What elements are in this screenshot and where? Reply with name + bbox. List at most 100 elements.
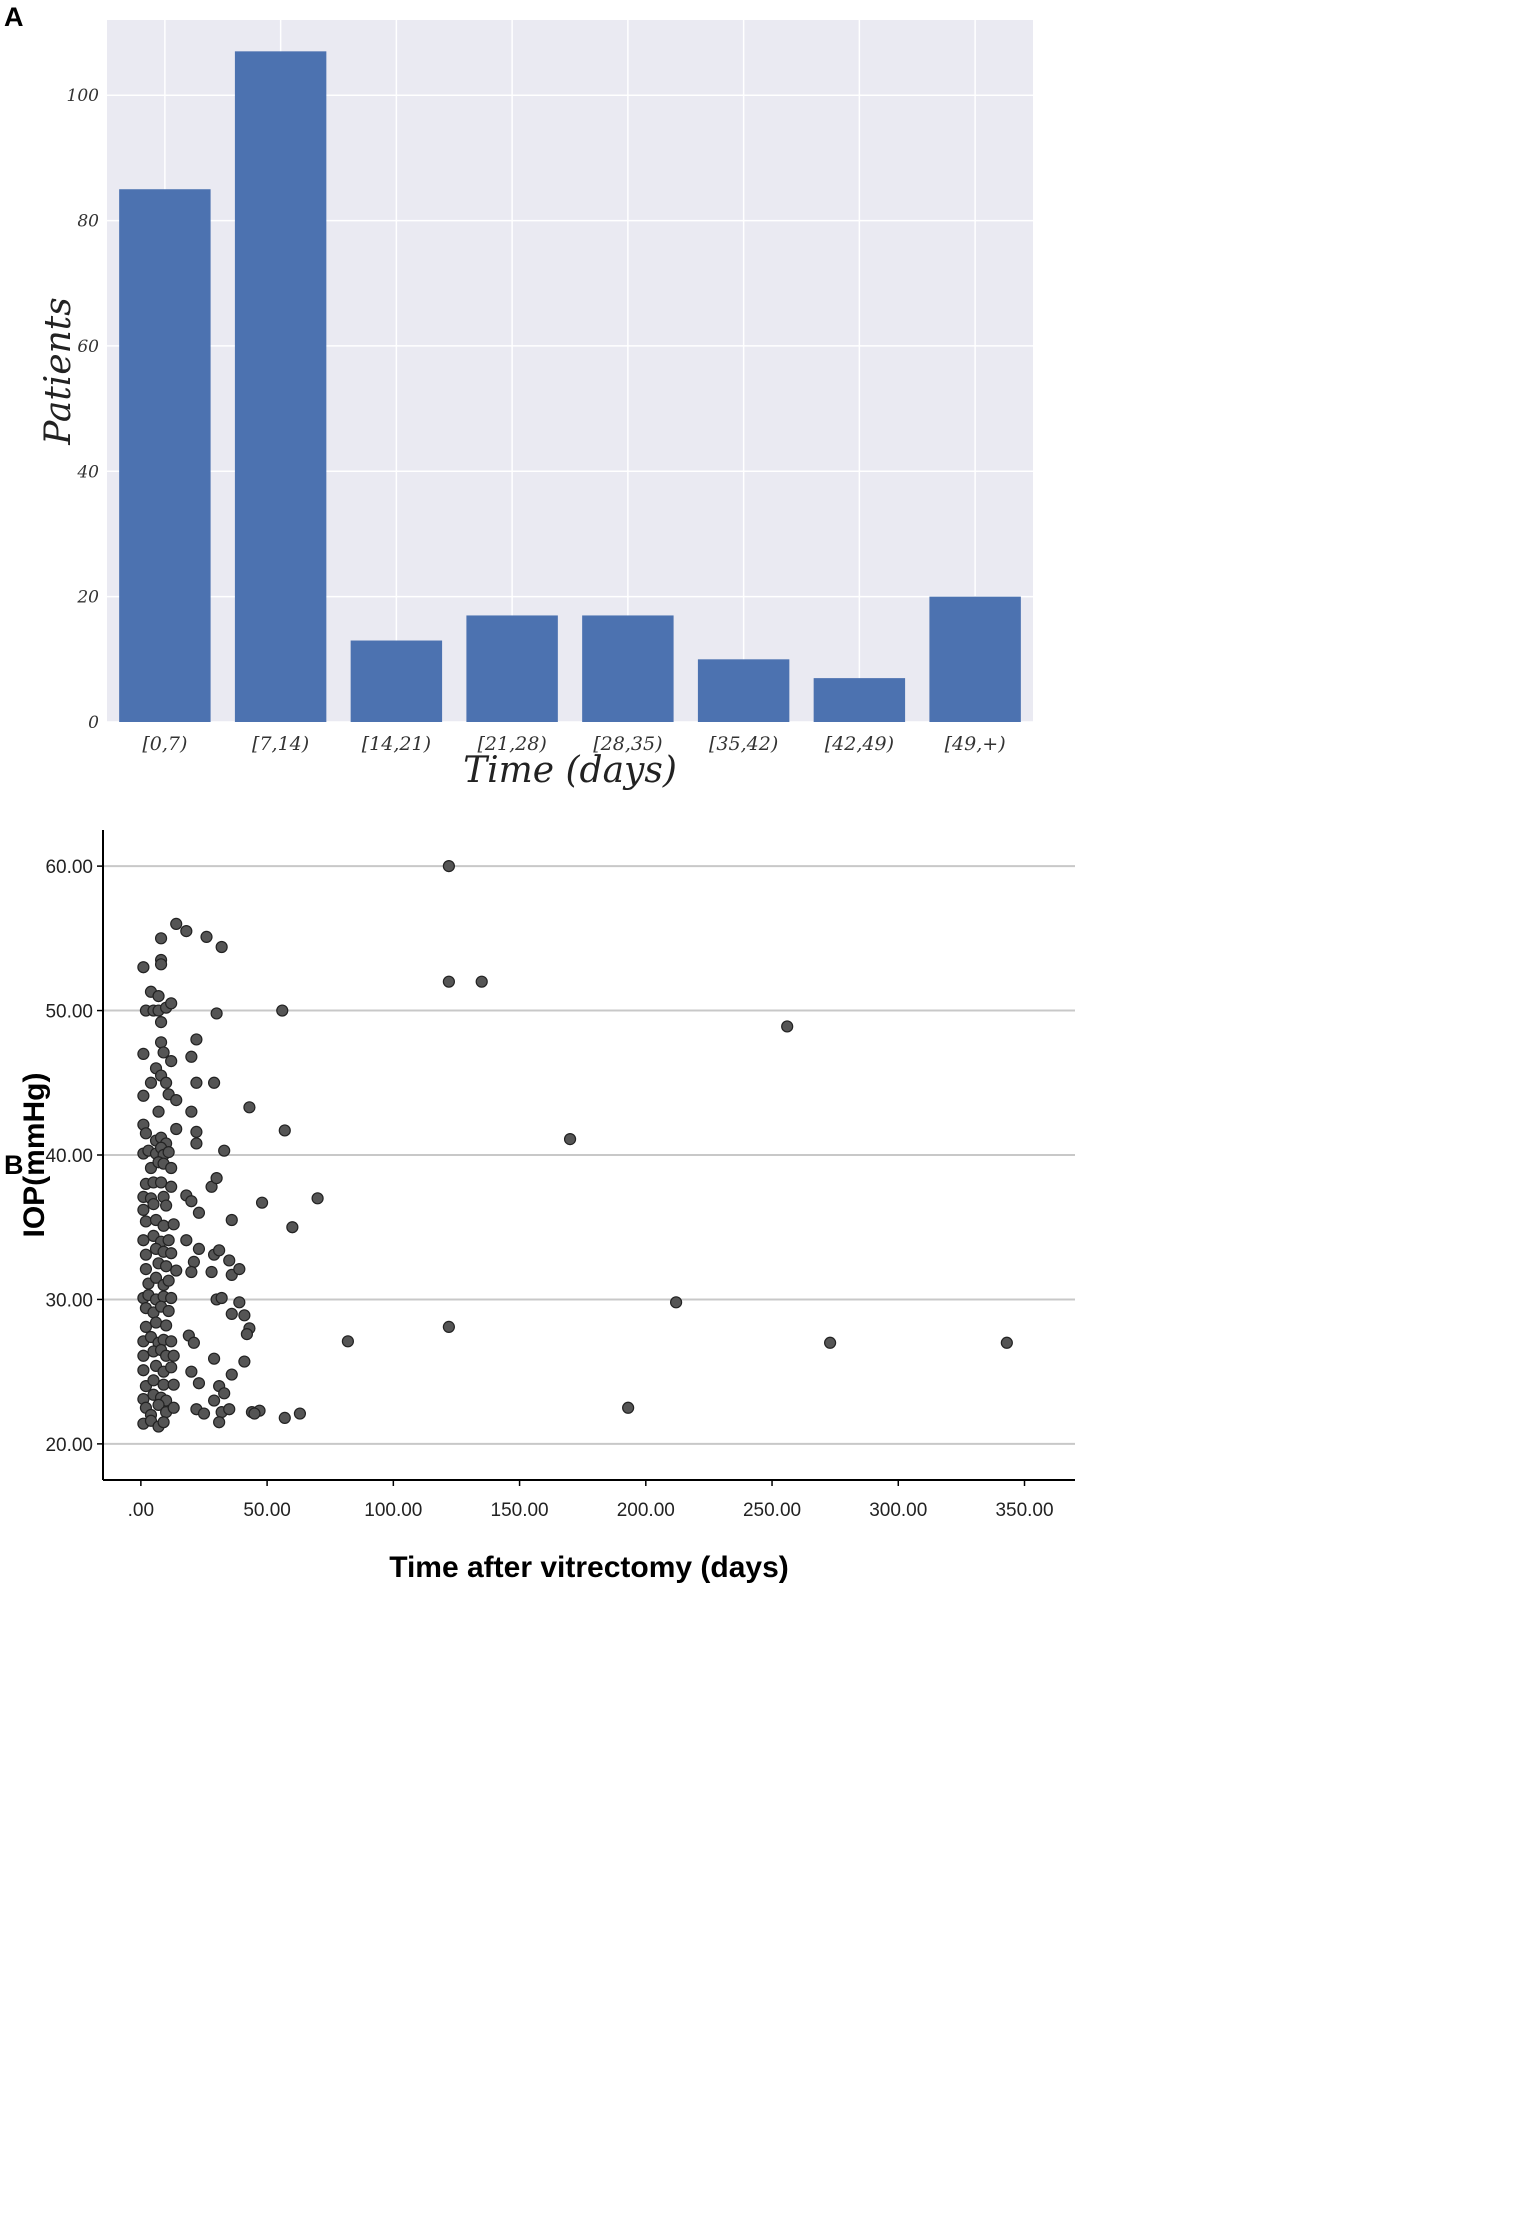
data-point bbox=[162, 1274, 175, 1287]
gridlines bbox=[97, 865, 1075, 1445]
data-point bbox=[215, 1291, 228, 1305]
data-point bbox=[157, 1046, 170, 1059]
data-point bbox=[170, 1094, 183, 1107]
data-point bbox=[213, 1416, 226, 1429]
x-tick-label: [7,14) bbox=[252, 733, 309, 755]
points bbox=[137, 860, 1013, 1433]
y-tick-label: 60.00 bbox=[45, 857, 93, 878]
data-point bbox=[165, 1291, 178, 1305]
x-tick-label: [28,35) bbox=[593, 733, 662, 755]
bar-chart-patients: [0,7) [7,14) [14,21) [21,28) [28,35) [35,42) [… bbox=[38, 20, 1033, 791]
y-tick-label: 30.00 bbox=[45, 1290, 93, 1311]
data-point bbox=[165, 997, 178, 1010]
data-point bbox=[167, 1349, 180, 1362]
bar bbox=[234, 51, 327, 722]
data-point bbox=[475, 975, 488, 988]
x-tick-label: .00 bbox=[128, 1500, 154, 1521]
data-point bbox=[185, 1365, 198, 1378]
data-point bbox=[1000, 1336, 1013, 1349]
x-axis-label: Time after vitrectomy (days) bbox=[389, 1551, 789, 1584]
data-point bbox=[243, 1101, 256, 1114]
data-point bbox=[240, 1328, 254, 1341]
data-point bbox=[152, 990, 165, 1003]
y-tick-label: 80 bbox=[77, 212, 99, 232]
data-point bbox=[152, 1398, 165, 1411]
x-tick-label: [42,49) bbox=[825, 733, 894, 755]
data-point bbox=[170, 917, 183, 930]
y-tick-label: 100 bbox=[67, 86, 100, 106]
data-point bbox=[139, 1215, 153, 1228]
data-point bbox=[238, 1355, 251, 1368]
x-axis-label: Time (days) bbox=[463, 750, 677, 791]
x-tick-labels: .00 50.00 100.00 150.00 200.00 250.00 300.00 35… bbox=[128, 1500, 1054, 1521]
y-tick-label: 50.00 bbox=[45, 1002, 93, 1023]
data-point bbox=[311, 1192, 324, 1205]
data-point bbox=[162, 1304, 175, 1318]
data-point bbox=[160, 1199, 173, 1212]
data-point bbox=[137, 1089, 150, 1102]
data-point bbox=[207, 1076, 221, 1089]
bar bbox=[119, 189, 211, 722]
bar bbox=[466, 615, 558, 722]
data-point bbox=[225, 1368, 238, 1381]
data-point bbox=[190, 1137, 203, 1150]
data-point bbox=[165, 1335, 178, 1348]
data-point bbox=[278, 1411, 291, 1424]
bar bbox=[582, 615, 674, 722]
data-point bbox=[149, 1271, 163, 1284]
axes bbox=[102, 830, 1075, 1486]
data-point bbox=[223, 1254, 236, 1267]
y-tick-label: 40 bbox=[76, 462, 99, 482]
data-point bbox=[147, 1198, 160, 1211]
data-point bbox=[286, 1221, 299, 1234]
data-point bbox=[442, 860, 455, 873]
data-point bbox=[180, 925, 193, 938]
data-point bbox=[233, 1296, 246, 1309]
data-point bbox=[139, 1248, 153, 1261]
x-tick-label: 200.00 bbox=[617, 1500, 675, 1521]
data-point bbox=[157, 1416, 170, 1429]
x-tick-label: [21,28) bbox=[478, 733, 547, 755]
y-tick-labels: 20.00 30.00 40.00 50.00 60.00 bbox=[45, 857, 93, 1456]
data-point bbox=[165, 1180, 178, 1193]
data-point bbox=[185, 1105, 198, 1118]
x-tick-label: 250.00 bbox=[743, 1500, 801, 1521]
data-point bbox=[255, 1196, 269, 1209]
data-point bbox=[147, 1374, 160, 1387]
bar bbox=[813, 678, 906, 722]
data-point bbox=[165, 1161, 178, 1175]
x-tick-label: [0,7) bbox=[142, 733, 187, 755]
data-point bbox=[139, 1263, 153, 1276]
y-axis-label: Patients bbox=[38, 297, 79, 445]
y-tick-labels: 0 20 40 60 80 100 bbox=[67, 86, 100, 733]
data-point bbox=[139, 1320, 153, 1333]
x-tick-label: 100.00 bbox=[364, 1500, 422, 1521]
data-point bbox=[139, 1127, 153, 1140]
data-point bbox=[341, 1335, 354, 1348]
data-point bbox=[190, 1125, 203, 1138]
data-point bbox=[162, 1234, 175, 1247]
data-point bbox=[154, 958, 168, 971]
data-point bbox=[154, 932, 168, 945]
bars bbox=[119, 51, 1021, 722]
panel-a-letter: A bbox=[4, 2, 24, 32]
data-point bbox=[205, 1265, 218, 1279]
y-tick-label: 60 bbox=[77, 337, 99, 357]
x-tick-labels: [0,7) [7,14) [14,21) [21,28) [28,35) [35,42) [… bbox=[142, 733, 1005, 755]
data-point bbox=[218, 1144, 231, 1157]
data-point bbox=[442, 975, 455, 988]
panel-b-letter: B bbox=[4, 1150, 24, 1180]
data-point bbox=[278, 1124, 291, 1137]
data-point bbox=[165, 1361, 178, 1374]
data-point bbox=[213, 1244, 226, 1257]
data-point bbox=[137, 1234, 150, 1247]
data-point bbox=[210, 1172, 223, 1185]
data-point bbox=[218, 1387, 231, 1400]
data-point bbox=[137, 1203, 150, 1216]
x-tick-label: [14,21) bbox=[362, 733, 431, 755]
y-tick-label: 20.00 bbox=[45, 1435, 93, 1456]
data-point bbox=[192, 1242, 206, 1255]
data-point bbox=[149, 1316, 163, 1329]
data-point bbox=[225, 1307, 238, 1320]
data-point bbox=[160, 1319, 173, 1332]
